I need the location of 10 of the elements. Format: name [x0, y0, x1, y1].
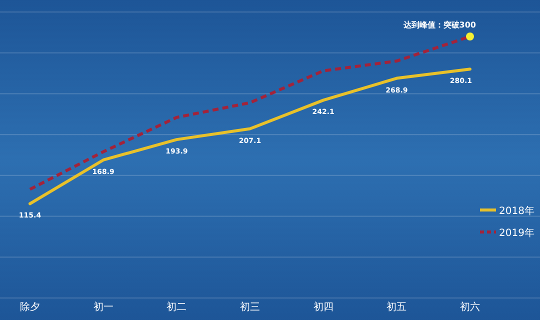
- x-tick: 除夕: [20, 302, 40, 313]
- legend-label: 2019年: [499, 228, 534, 239]
- x-tick: 初四: [313, 302, 334, 313]
- x-tick: 初五: [386, 302, 407, 313]
- legend-label: 2018年: [499, 206, 534, 217]
- x-tick: 初三: [240, 302, 260, 313]
- x-tick: 初二: [166, 302, 187, 313]
- annotation: 达到峰值：突破300: [403, 20, 476, 30]
- x-tick: 初一: [93, 302, 114, 313]
- x-tick: 初六: [460, 302, 480, 313]
